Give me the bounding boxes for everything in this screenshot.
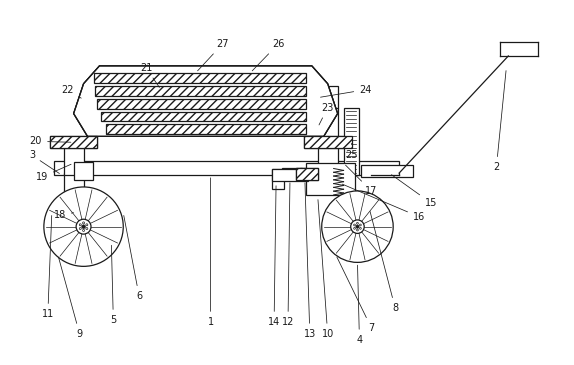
- Text: 12: 12: [282, 183, 294, 327]
- Text: 23: 23: [319, 103, 334, 125]
- Text: 27: 27: [197, 39, 229, 71]
- Circle shape: [83, 222, 84, 224]
- Circle shape: [79, 224, 82, 226]
- Circle shape: [76, 219, 91, 234]
- Circle shape: [356, 229, 358, 231]
- Text: 11: 11: [42, 216, 54, 319]
- Text: 21: 21: [140, 63, 160, 88]
- Bar: [106, 124, 306, 134]
- Bar: [304, 137, 351, 148]
- Bar: [306, 163, 355, 195]
- Text: 4: 4: [356, 265, 363, 345]
- Text: 18: 18: [53, 210, 73, 220]
- Circle shape: [351, 220, 364, 233]
- Bar: [102, 112, 306, 122]
- Bar: [362, 165, 413, 177]
- Polygon shape: [73, 66, 338, 137]
- Text: 24: 24: [320, 85, 371, 97]
- Bar: [64, 145, 84, 175]
- Text: 15: 15: [391, 175, 437, 208]
- Bar: [272, 169, 284, 189]
- Bar: [98, 99, 306, 108]
- Bar: [64, 173, 84, 253]
- Bar: [50, 137, 98, 148]
- Bar: [304, 137, 351, 148]
- Bar: [95, 86, 306, 96]
- Text: 19: 19: [36, 164, 71, 182]
- Text: 6: 6: [124, 215, 142, 301]
- Text: 1: 1: [208, 178, 214, 327]
- Bar: [54, 161, 399, 175]
- Bar: [344, 108, 359, 175]
- Text: 20: 20: [30, 136, 71, 146]
- Circle shape: [359, 224, 361, 226]
- Circle shape: [86, 224, 88, 226]
- Circle shape: [44, 187, 123, 266]
- Text: 16: 16: [342, 184, 425, 222]
- Circle shape: [83, 230, 84, 231]
- Text: 17: 17: [346, 165, 378, 196]
- Bar: [282, 168, 302, 180]
- Bar: [50, 137, 98, 148]
- Text: 2: 2: [493, 71, 506, 172]
- Bar: [272, 169, 308, 181]
- Text: 7: 7: [337, 257, 374, 333]
- Text: 5: 5: [110, 245, 117, 325]
- Circle shape: [322, 191, 393, 262]
- Circle shape: [356, 225, 359, 228]
- Bar: [300, 168, 316, 180]
- Circle shape: [86, 227, 88, 230]
- Bar: [318, 86, 338, 108]
- Circle shape: [82, 225, 86, 228]
- Circle shape: [356, 222, 358, 224]
- Bar: [95, 73, 306, 83]
- Bar: [318, 108, 338, 175]
- Text: 9: 9: [59, 257, 83, 339]
- Circle shape: [354, 224, 355, 226]
- Text: 14: 14: [268, 186, 280, 327]
- Text: 8: 8: [370, 211, 398, 313]
- Text: 22: 22: [61, 85, 81, 98]
- Text: 10: 10: [318, 200, 334, 339]
- Circle shape: [79, 227, 82, 230]
- Text: 26: 26: [252, 39, 284, 71]
- Circle shape: [359, 227, 361, 229]
- Text: 25: 25: [345, 143, 358, 160]
- Bar: [296, 168, 318, 180]
- Circle shape: [354, 227, 355, 229]
- Text: 13: 13: [304, 183, 316, 339]
- Bar: [73, 162, 94, 180]
- Bar: [296, 168, 318, 180]
- Text: 3: 3: [29, 150, 60, 173]
